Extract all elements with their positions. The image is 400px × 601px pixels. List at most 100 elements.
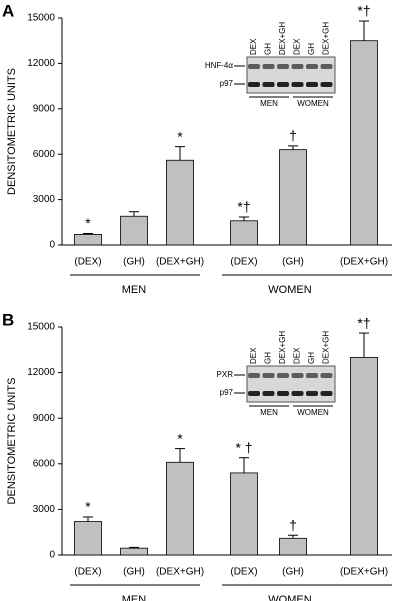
error-bar [288, 534, 298, 539]
lane-label: GH [264, 352, 273, 364]
significance-mark: † [289, 517, 297, 533]
blot-band [320, 391, 333, 396]
blot-band [248, 373, 260, 378]
y-tick-label: 12000 [27, 367, 55, 378]
significance-mark: *† [237, 199, 250, 215]
x-tick-label: (DEX+GH) [156, 257, 204, 268]
y-tick-label: 6000 [33, 149, 56, 160]
blot-band [320, 373, 333, 378]
error-bar [175, 146, 185, 161]
x-tick-label: (DEX) [74, 567, 101, 578]
y-tick-label: 3000 [33, 194, 56, 205]
x-tick-label: (DEX+GH) [340, 567, 388, 578]
lane-label: DEX+GH [278, 331, 287, 364]
significance-mark: *† [357, 3, 370, 19]
blot-band [262, 373, 275, 378]
blot-band [320, 82, 333, 87]
blot-band [248, 82, 260, 87]
error-bar [175, 448, 185, 463]
error-bar [129, 546, 139, 549]
error-bar [83, 516, 93, 522]
blot-band [277, 64, 289, 69]
y-tick-label: 0 [49, 240, 55, 251]
group-label: WOMEN [268, 284, 311, 296]
blot-band [306, 391, 318, 396]
blot-band [291, 373, 304, 378]
group-label: MEN [122, 594, 147, 601]
y-tick-label: 6000 [33, 458, 56, 469]
blot-band [306, 64, 318, 69]
y-tick-label: 9000 [33, 413, 56, 424]
y-tick-label: 15000 [27, 13, 55, 24]
blot-loading-label: p97 [220, 388, 234, 397]
blot-group-label: MEN [260, 408, 278, 417]
blot-band [248, 64, 260, 69]
bar [230, 472, 258, 556]
blot-loading-label: p97 [220, 79, 234, 88]
blot-band [306, 373, 318, 378]
significance-mark: † [289, 128, 297, 144]
bar [279, 149, 307, 246]
blot-band [306, 82, 318, 87]
panel-label: B [2, 310, 14, 329]
lane-label: GH [307, 352, 316, 364]
bar [350, 356, 378, 556]
blot-background [246, 365, 336, 403]
lane-label: DEX+GH [278, 22, 287, 55]
bar [166, 461, 194, 556]
y-tick-label: 0 [49, 550, 55, 561]
blot-group-label: WOMEN [297, 408, 329, 417]
blot-target-label: HNF-4α [205, 61, 234, 70]
y-tick-label: 12000 [27, 58, 55, 69]
bar [120, 215, 148, 246]
significance-mark: * † [235, 439, 252, 455]
lane-label: DEX [249, 347, 258, 364]
bar [230, 220, 258, 246]
x-tick-label: (GH) [282, 257, 304, 268]
lane-label: DEX [249, 38, 258, 55]
blot-band [291, 64, 304, 69]
lane-label: DEX+GH [322, 22, 331, 55]
blot-group-label: WOMEN [297, 99, 329, 108]
group-label: MEN [122, 284, 147, 296]
lane-label: DEX [293, 347, 302, 364]
bar [166, 159, 194, 246]
blot-band [262, 82, 275, 87]
error-bar [359, 20, 369, 41]
bar [74, 521, 102, 556]
bar [120, 547, 148, 556]
blot-background [246, 56, 336, 94]
y-tick-label: 15000 [27, 322, 55, 333]
lane-label: GH [264, 43, 273, 55]
bar [350, 40, 378, 246]
error-bar [129, 211, 139, 217]
blot-band [291, 82, 304, 87]
group-label: WOMEN [268, 594, 311, 601]
blot-band [277, 82, 289, 87]
blot-target-label: PXR [217, 370, 234, 379]
x-tick-label: (DEX+GH) [156, 567, 204, 578]
x-tick-label: (DEX) [230, 257, 257, 268]
error-bar [83, 232, 93, 235]
blot-band [320, 64, 333, 69]
y-tick-label: 3000 [33, 504, 56, 515]
x-tick-label: (DEX+GH) [340, 257, 388, 268]
y-axis-label: DENSITOMETRIC UNITS [6, 68, 18, 195]
lane-label: DEX [293, 38, 302, 55]
significance-mark: *† [357, 315, 370, 331]
bar [74, 234, 102, 246]
x-tick-label: (GH) [123, 257, 145, 268]
x-tick-label: (DEX) [74, 257, 101, 268]
blot-band [277, 391, 289, 396]
x-tick-label: (GH) [123, 567, 145, 578]
lane-label: GH [307, 43, 316, 55]
blot-band [291, 391, 304, 396]
significance-mark: * [177, 128, 183, 144]
bar [279, 537, 307, 556]
error-bar [359, 332, 369, 358]
error-bar [288, 145, 298, 150]
lane-label: DEX+GH [322, 331, 331, 364]
panel-label: A [2, 1, 14, 20]
error-bar [239, 216, 249, 221]
